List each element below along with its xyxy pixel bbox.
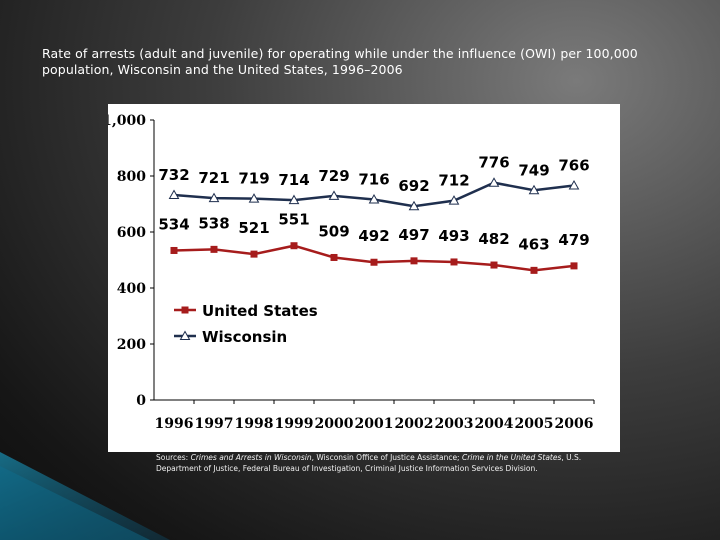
united-states-point bbox=[450, 258, 458, 266]
sources-note: Sources: Crimes and Arrests in Wisconsin… bbox=[156, 452, 626, 474]
y-tick-label: 600 bbox=[117, 225, 146, 241]
united-states-point bbox=[210, 245, 218, 253]
slide-title-line-1: Rate of arrests (adult and juvenile) for… bbox=[42, 46, 638, 61]
united-states-data-label: 479 bbox=[558, 231, 589, 249]
wisconsin-point bbox=[488, 177, 500, 187]
wisconsin-data-label: 692 bbox=[398, 177, 429, 195]
united-states-point bbox=[290, 242, 298, 250]
united-states-data-label: 497 bbox=[398, 226, 429, 244]
y-tick-label: 400 bbox=[117, 281, 146, 297]
y-tick-label: 800 bbox=[117, 169, 146, 185]
chart-panel: 02004006008001,0001996199719981999200020… bbox=[108, 104, 620, 452]
y-tick-label: 1,000 bbox=[108, 113, 146, 129]
united-states-point bbox=[530, 266, 538, 274]
wisconsin-point bbox=[248, 193, 260, 203]
x-tick-label: 2001 bbox=[355, 416, 394, 432]
united-states-point bbox=[250, 250, 258, 258]
line-chart: 02004006008001,0001996199719981999200020… bbox=[108, 113, 595, 432]
wisconsin-data-label: 712 bbox=[438, 172, 469, 190]
united-states-point bbox=[170, 246, 178, 254]
wisconsin-legend-label: Wisconsin bbox=[202, 328, 287, 346]
wisconsin-legend-marker bbox=[179, 330, 191, 340]
united-states-data-label: 551 bbox=[278, 211, 309, 229]
x-tick-label: 1996 bbox=[155, 416, 194, 432]
wisconsin-data-label: 749 bbox=[518, 161, 549, 179]
slide-title: Rate of arrests (adult and juvenile) for… bbox=[42, 46, 692, 78]
x-tick-label: 2005 bbox=[515, 416, 554, 432]
wisconsin-point bbox=[528, 184, 540, 195]
y-tick-label: 0 bbox=[136, 393, 146, 409]
united-states-point bbox=[330, 253, 338, 261]
wisconsin-point bbox=[328, 190, 340, 200]
wisconsin-point bbox=[288, 194, 300, 205]
wisconsin-data-label: 732 bbox=[158, 166, 189, 184]
united-states-data-label: 509 bbox=[318, 222, 349, 240]
sources-org-2: , U.S. Department of Justice, Federal Bu… bbox=[156, 453, 582, 473]
united-states-data-label: 521 bbox=[238, 219, 269, 237]
united-states-data-label: 482 bbox=[478, 230, 509, 248]
x-tick-label: 2004 bbox=[475, 416, 514, 432]
sources-prefix: Sources: bbox=[156, 453, 191, 462]
wisconsin-point bbox=[568, 180, 580, 190]
wisconsin-data-label: 729 bbox=[318, 167, 349, 185]
sources-title-2: Crime in the United States bbox=[461, 453, 562, 462]
united-states-series-line bbox=[173, 244, 575, 272]
x-tick-label: 2006 bbox=[555, 416, 594, 432]
slide-title-line-2: population, Wisconsin and the United Sta… bbox=[42, 62, 403, 77]
wisconsin-data-label: 766 bbox=[558, 157, 589, 175]
united-states-point bbox=[410, 257, 418, 265]
x-tick-label: 1999 bbox=[275, 416, 314, 432]
wisconsin-point bbox=[448, 195, 460, 205]
decorative-accent-shape bbox=[0, 452, 170, 540]
wisconsin-data-label: 714 bbox=[278, 171, 309, 189]
wisconsin-data-label: 776 bbox=[478, 154, 509, 172]
x-tick-label: 1998 bbox=[235, 416, 274, 432]
x-tick-label: 1997 bbox=[195, 416, 234, 432]
wisconsin-data-label: 719 bbox=[238, 170, 269, 188]
united-states-data-label: 493 bbox=[438, 227, 469, 245]
united-states-data-label: 463 bbox=[518, 235, 549, 253]
united-states-data-label: 538 bbox=[198, 214, 229, 232]
united-states-data-label: 492 bbox=[358, 227, 389, 245]
wisconsin-point bbox=[168, 189, 180, 200]
united-states-legend-marker bbox=[181, 306, 189, 314]
united-states-data-label: 534 bbox=[158, 215, 189, 233]
united-states-legend-label: United States bbox=[202, 302, 318, 320]
wisconsin-point bbox=[368, 194, 380, 204]
united-states-point bbox=[370, 258, 378, 266]
wisconsin-data-label: 716 bbox=[358, 171, 389, 189]
united-states-point bbox=[570, 262, 578, 270]
x-tick-label: 2000 bbox=[315, 416, 354, 432]
x-tick-label: 2002 bbox=[395, 416, 434, 432]
sources-title-1: Crimes and Arrests in Wisconsin bbox=[190, 453, 312, 462]
wisconsin-point bbox=[408, 200, 420, 211]
sources-org-1: , Wisconsin Office of Justice Assistance… bbox=[311, 453, 462, 462]
wisconsin-point bbox=[208, 192, 220, 203]
x-tick-label: 2003 bbox=[435, 416, 474, 432]
united-states-point bbox=[490, 261, 498, 269]
y-tick-label: 200 bbox=[117, 337, 146, 353]
wisconsin-data-label: 721 bbox=[198, 169, 229, 187]
